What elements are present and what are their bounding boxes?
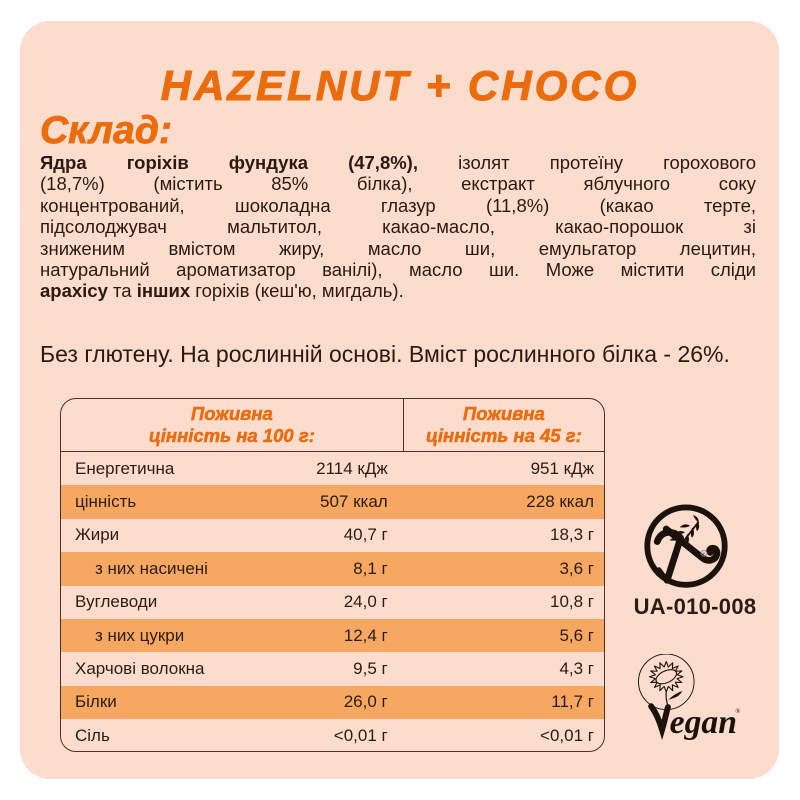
svg-text:egan: egan [670, 704, 737, 741]
svg-text:®: ® [735, 708, 740, 715]
